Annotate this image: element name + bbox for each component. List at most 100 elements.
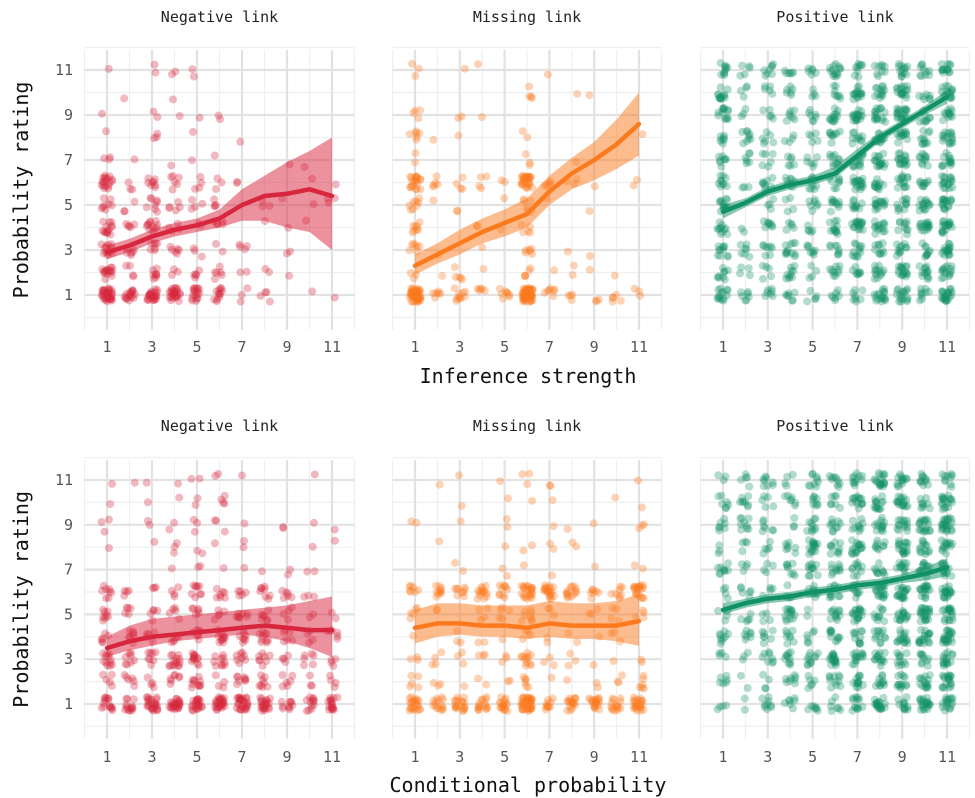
- data-point: [474, 638, 483, 647]
- data-point: [261, 288, 270, 297]
- data-point: [265, 268, 274, 277]
- data-point: [146, 293, 154, 302]
- data-point: [128, 286, 137, 295]
- data-point: [827, 138, 836, 147]
- data-point: [527, 695, 536, 704]
- data-point: [415, 242, 424, 251]
- data-point: [98, 291, 107, 300]
- data-point: [518, 288, 527, 297]
- data-point: [740, 250, 749, 259]
- data-point: [807, 228, 816, 237]
- data-point: [636, 700, 644, 709]
- data-point: [169, 289, 178, 298]
- data-point: [210, 202, 219, 211]
- data-point: [742, 240, 751, 249]
- data-point: [721, 224, 730, 233]
- data-point: [616, 694, 625, 703]
- data-point: [758, 527, 767, 536]
- data-point: [434, 287, 443, 296]
- data-point: [240, 245, 249, 254]
- data-point: [143, 673, 152, 682]
- data-point: [717, 288, 726, 297]
- data-point: [851, 262, 860, 271]
- data-point: [216, 284, 225, 293]
- data-point: [761, 251, 770, 260]
- data-point: [827, 702, 835, 711]
- data-point: [714, 606, 722, 615]
- data-point: [803, 297, 812, 306]
- data-point: [125, 288, 134, 297]
- data-point: [549, 544, 558, 553]
- data-point: [638, 130, 647, 139]
- data-point: [919, 537, 928, 546]
- data-point: [188, 195, 196, 204]
- data-point: [99, 181, 108, 190]
- data-point: [100, 173, 109, 182]
- data-point: [718, 104, 727, 113]
- data-point: [327, 676, 335, 685]
- data-point: [518, 470, 527, 479]
- data-point: [880, 227, 889, 236]
- data-point: [454, 293, 463, 302]
- data-point: [167, 651, 175, 660]
- data-point: [149, 270, 158, 279]
- data-point: [520, 590, 529, 599]
- data-point: [790, 252, 799, 261]
- data-point: [736, 86, 745, 95]
- data-point: [192, 296, 201, 305]
- data-point: [719, 171, 728, 180]
- data-point: [482, 680, 491, 689]
- data-point: [742, 127, 751, 136]
- data-point: [146, 218, 155, 227]
- data-point: [414, 198, 423, 207]
- data-point: [152, 292, 161, 301]
- data-point: [715, 293, 724, 302]
- data-point: [519, 293, 528, 302]
- data-point: [720, 225, 729, 234]
- data-point: [406, 655, 415, 664]
- data-point: [127, 251, 136, 259]
- x-tick-label: 9: [282, 748, 291, 766]
- data-point: [501, 651, 510, 660]
- data-point: [718, 242, 727, 251]
- data-point: [719, 634, 728, 643]
- data-point: [106, 153, 115, 162]
- data-point: [195, 284, 203, 293]
- data-point: [174, 479, 183, 488]
- data-point: [214, 469, 223, 478]
- data-point: [129, 271, 138, 280]
- data-point: [782, 88, 791, 97]
- data-point: [525, 158, 534, 167]
- data-point: [522, 287, 531, 296]
- data-point: [104, 292, 113, 300]
- data-point: [104, 181, 113, 190]
- data-point: [410, 588, 419, 596]
- data-point: [721, 62, 730, 70]
- data-point: [947, 262, 956, 271]
- data-point: [893, 658, 902, 667]
- data-point: [168, 185, 177, 194]
- data-point: [723, 230, 732, 238]
- data-point: [902, 475, 911, 484]
- data-point: [170, 518, 179, 527]
- data-point: [99, 294, 108, 303]
- data-point: [411, 222, 420, 231]
- data-point: [805, 273, 814, 282]
- data-point: [948, 651, 957, 659]
- data-point: [524, 288, 533, 297]
- data-point: [172, 539, 181, 548]
- data-point: [122, 587, 131, 596]
- data-point: [723, 285, 732, 294]
- data-point: [521, 246, 530, 255]
- data-point: [902, 93, 911, 102]
- data-point: [787, 219, 796, 228]
- data-point: [475, 182, 484, 190]
- data-point: [790, 288, 799, 297]
- data-point: [740, 652, 748, 661]
- data-point: [170, 178, 179, 187]
- data-point: [768, 62, 777, 71]
- data-point: [413, 700, 422, 709]
- data-point: [131, 290, 139, 299]
